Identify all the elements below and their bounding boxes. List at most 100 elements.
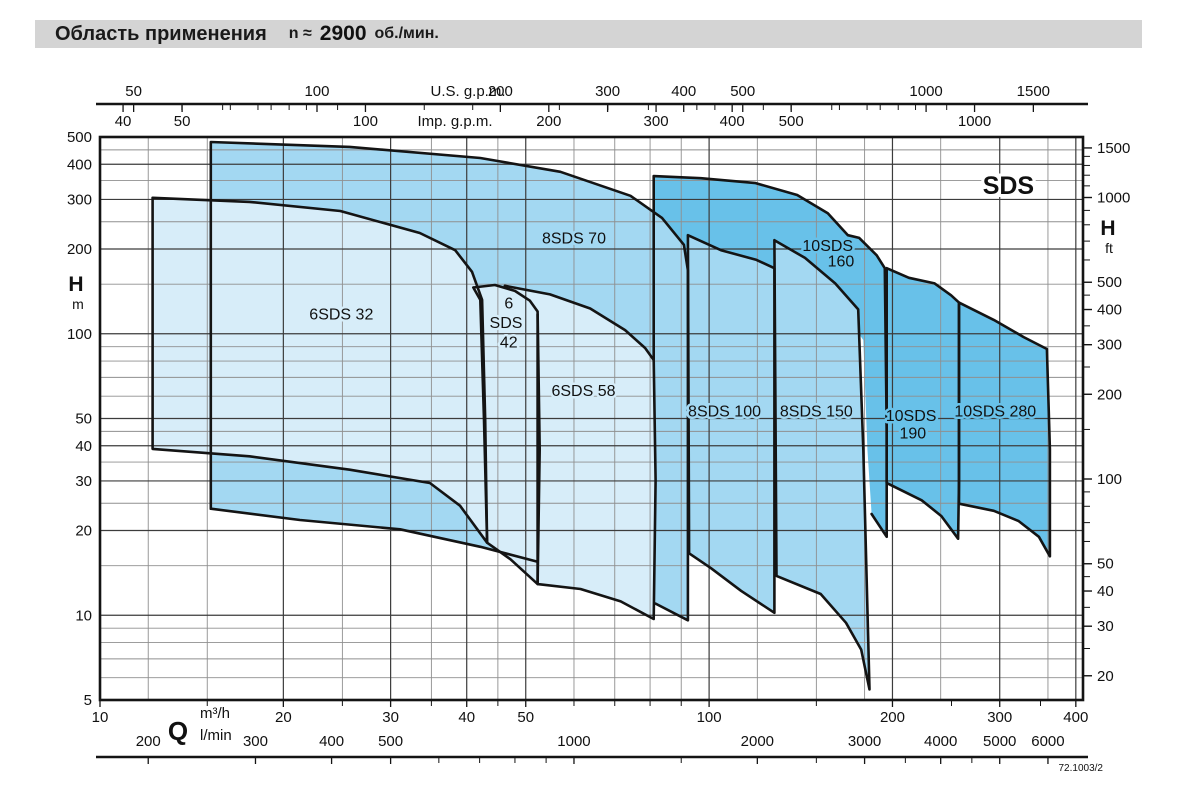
us-gpm-tick-label: 200 bbox=[488, 83, 513, 100]
flow-axis-title: Q bbox=[168, 716, 188, 746]
pump-label: 8SDS 150 bbox=[780, 403, 853, 420]
lmin-tick-label: 6000 bbox=[1031, 733, 1064, 750]
m3h-tick-label: 200 bbox=[880, 709, 905, 726]
speed-label: n ≈ bbox=[288, 25, 312, 42]
region-labels: 6SDS 32 6 SDS 42 6SDS 58 8SDS 70 8SDS 100 8SDS … bbox=[307, 169, 1039, 445]
m3h-tick-label: 30 bbox=[382, 709, 399, 726]
speed-value: 2900 bbox=[319, 22, 367, 45]
m3h-tick-label: 100 bbox=[697, 709, 722, 726]
pump-label: 6SDS 58 bbox=[551, 383, 615, 400]
region-6sds-42 bbox=[473, 285, 540, 585]
pump-label: 10SDS bbox=[886, 408, 937, 425]
pump-label: 8SDS 70 bbox=[542, 230, 606, 247]
grid-lines bbox=[100, 137, 1083, 700]
region-6sds-58 bbox=[504, 285, 656, 619]
outline-8sds-100 bbox=[686, 233, 776, 615]
series-logo: SDS bbox=[983, 172, 1034, 200]
region-10sds-190 bbox=[886, 268, 959, 539]
pump-label: 6 bbox=[504, 296, 513, 313]
head-m-tick-label: 500 bbox=[67, 129, 92, 146]
head-m-tick-label: 100 bbox=[67, 326, 92, 343]
imp-gpm-tick-label: 300 bbox=[644, 113, 669, 130]
us-gpm-tick-label: 500 bbox=[730, 83, 755, 100]
us-gpm-tick-label: 300 bbox=[595, 83, 620, 100]
region-8sds-100 bbox=[687, 235, 775, 613]
title-bar: Область применения n ≈ 2900 об./мин. bbox=[35, 20, 1142, 48]
head-ft-tick-label: 1500 bbox=[1097, 140, 1130, 157]
head-ft-tick-label: 50 bbox=[1097, 556, 1114, 573]
m3h-tick-label: 300 bbox=[987, 709, 1012, 726]
imp-gpm-tick-label: 40 bbox=[115, 113, 132, 130]
us-gpm-tick-label: 50 bbox=[125, 83, 142, 100]
page-title: Область применения bbox=[55, 22, 267, 45]
m3h-tick-label: 400 bbox=[1063, 709, 1088, 726]
pump-label: 42 bbox=[500, 334, 518, 351]
us-gpm-tick-label: 400 bbox=[671, 83, 696, 100]
head-m-unit-label: m bbox=[72, 296, 84, 312]
outline-6sds-58 bbox=[503, 284, 657, 621]
head-m-tick-label: 5 bbox=[84, 692, 92, 709]
lmin-tick-label: 3000 bbox=[848, 733, 881, 750]
imp-gpm-tick-label: 1000 bbox=[958, 113, 991, 130]
lmin-tick-label: 4000 bbox=[924, 733, 957, 750]
head-ft-tick-label: 200 bbox=[1097, 386, 1122, 403]
head-m-axis-title: H bbox=[68, 273, 83, 296]
head-ft-tick-label: 400 bbox=[1097, 302, 1122, 319]
us-gpm-tick-label: 1000 bbox=[909, 83, 942, 100]
imp-gpm-axis-title: Imp. g.p.m. bbox=[417, 113, 492, 130]
head-ft-tick-label: 20 bbox=[1097, 668, 1114, 685]
imp-gpm-tick-label: 50 bbox=[174, 113, 191, 130]
lmin-tick-label: 500 bbox=[378, 733, 403, 750]
pump-label: SDS bbox=[490, 315, 523, 332]
outline-10sds-280 bbox=[957, 301, 1052, 558]
lmin-unit-label: l/min bbox=[200, 727, 232, 744]
bottom-flow-axis: 10 20 30 40 50 100 200 300 400 200 300 400 500 1000 20… bbox=[92, 700, 1104, 774]
head-axis-ft: 1500 1000 500 400 300 200 100 50 40 30 20 Hft bbox=[1083, 140, 1130, 685]
m3h-tick-label: 50 bbox=[517, 709, 534, 726]
region-outlines bbox=[151, 140, 1052, 691]
lmin-tick-label: 1000 bbox=[557, 733, 590, 750]
head-ft-tick-label: 30 bbox=[1097, 618, 1114, 635]
region-8sds-150 bbox=[774, 240, 870, 690]
pump-label: 10SDS bbox=[802, 238, 853, 255]
speed-units: об./мин. bbox=[374, 25, 439, 42]
region-10sds-280 bbox=[959, 302, 1050, 557]
doc-code: 72.1003/2 bbox=[1059, 763, 1104, 774]
head-ft-unit-label: ft bbox=[1105, 240, 1113, 256]
head-m-tick-label: 200 bbox=[67, 241, 92, 258]
head-ft-tick-label: 300 bbox=[1097, 337, 1122, 354]
head-ft-tick-label: 100 bbox=[1097, 471, 1122, 488]
pump-label: 160 bbox=[828, 254, 855, 271]
lmin-tick-label: 400 bbox=[319, 733, 344, 750]
head-ft-tick-label: 1000 bbox=[1097, 190, 1130, 207]
lmin-tick-label: 200 bbox=[136, 733, 161, 750]
head-m-tick-label: 30 bbox=[75, 473, 92, 490]
imp-gpm-tick-label: 400 bbox=[720, 113, 745, 130]
head-ft-tick-label: 500 bbox=[1097, 274, 1122, 291]
imp-gpm-tick-label: 100 bbox=[353, 113, 378, 130]
head-axis-m: 500 400 300 200 100 50 40 30 20 10 5 Hm bbox=[67, 129, 92, 709]
imp-gpm-tick-label: 500 bbox=[779, 113, 804, 130]
head-m-tick-label: 400 bbox=[67, 156, 92, 173]
head-ft-axis-title: H bbox=[1100, 217, 1115, 240]
m3h-unit-label: m³/h bbox=[200, 705, 230, 722]
head-m-tick-label: 20 bbox=[75, 523, 92, 540]
head-m-tick-label: 300 bbox=[67, 191, 92, 208]
head-ft-tick-label: 40 bbox=[1097, 583, 1114, 600]
us-gpm-axis-title: U.S. g.p.m. bbox=[430, 83, 505, 100]
us-gpm-tick-label: 1500 bbox=[1017, 83, 1050, 100]
pump-label: 10SDS 280 bbox=[954, 403, 1036, 420]
head-m-tick-label: 40 bbox=[75, 438, 92, 455]
m3h-tick-label: 40 bbox=[458, 709, 475, 726]
lmin-tick-label: 2000 bbox=[741, 733, 774, 750]
us-gpm-tick-label: 100 bbox=[304, 83, 329, 100]
outline-8sds-150 bbox=[773, 238, 871, 691]
lmin-tick-label: 300 bbox=[243, 733, 268, 750]
pump-label: 190 bbox=[899, 426, 926, 443]
m3h-tick-label: 20 bbox=[275, 709, 292, 726]
head-m-tick-label: 50 bbox=[75, 411, 92, 428]
m3h-tick-label: 10 bbox=[92, 709, 109, 726]
head-m-tick-label: 10 bbox=[75, 607, 92, 624]
